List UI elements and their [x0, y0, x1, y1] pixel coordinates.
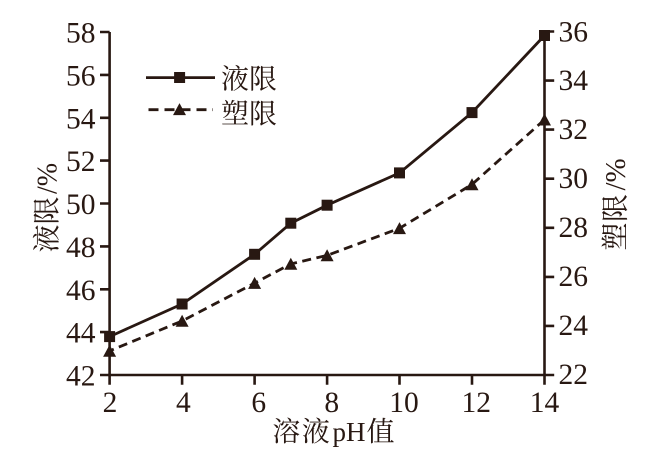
svg-text:30: 30: [559, 163, 589, 195]
svg-text:54: 54: [66, 103, 96, 135]
svg-text:50: 50: [66, 189, 96, 221]
svg-text:32: 32: [559, 114, 589, 146]
svg-text:28: 28: [559, 212, 589, 244]
svg-text:58: 58: [66, 18, 96, 50]
svg-text:10: 10: [389, 387, 419, 419]
svg-text:2: 2: [103, 387, 118, 419]
svg-text:/%: /%: [600, 158, 632, 190]
svg-text:42: 42: [66, 361, 96, 393]
svg-text:6: 6: [251, 387, 266, 419]
svg-text:52: 52: [66, 146, 96, 178]
svg-text:pH: pH: [333, 417, 366, 447]
svg-text:48: 48: [66, 232, 96, 264]
svg-text:24: 24: [559, 310, 589, 342]
svg-text:36: 36: [559, 17, 589, 49]
svg-text:8: 8: [324, 387, 339, 419]
svg-text:4: 4: [176, 387, 191, 419]
svg-text:46: 46: [66, 275, 96, 307]
svg-text:34: 34: [559, 65, 589, 97]
svg-text:14: 14: [530, 387, 560, 419]
svg-text:44: 44: [66, 318, 96, 350]
svg-text:12: 12: [461, 387, 491, 419]
svg-text:56: 56: [66, 60, 96, 92]
svg-text:26: 26: [559, 261, 589, 293]
svg-text:/%: /%: [33, 163, 64, 194]
svg-text:22: 22: [559, 359, 589, 391]
